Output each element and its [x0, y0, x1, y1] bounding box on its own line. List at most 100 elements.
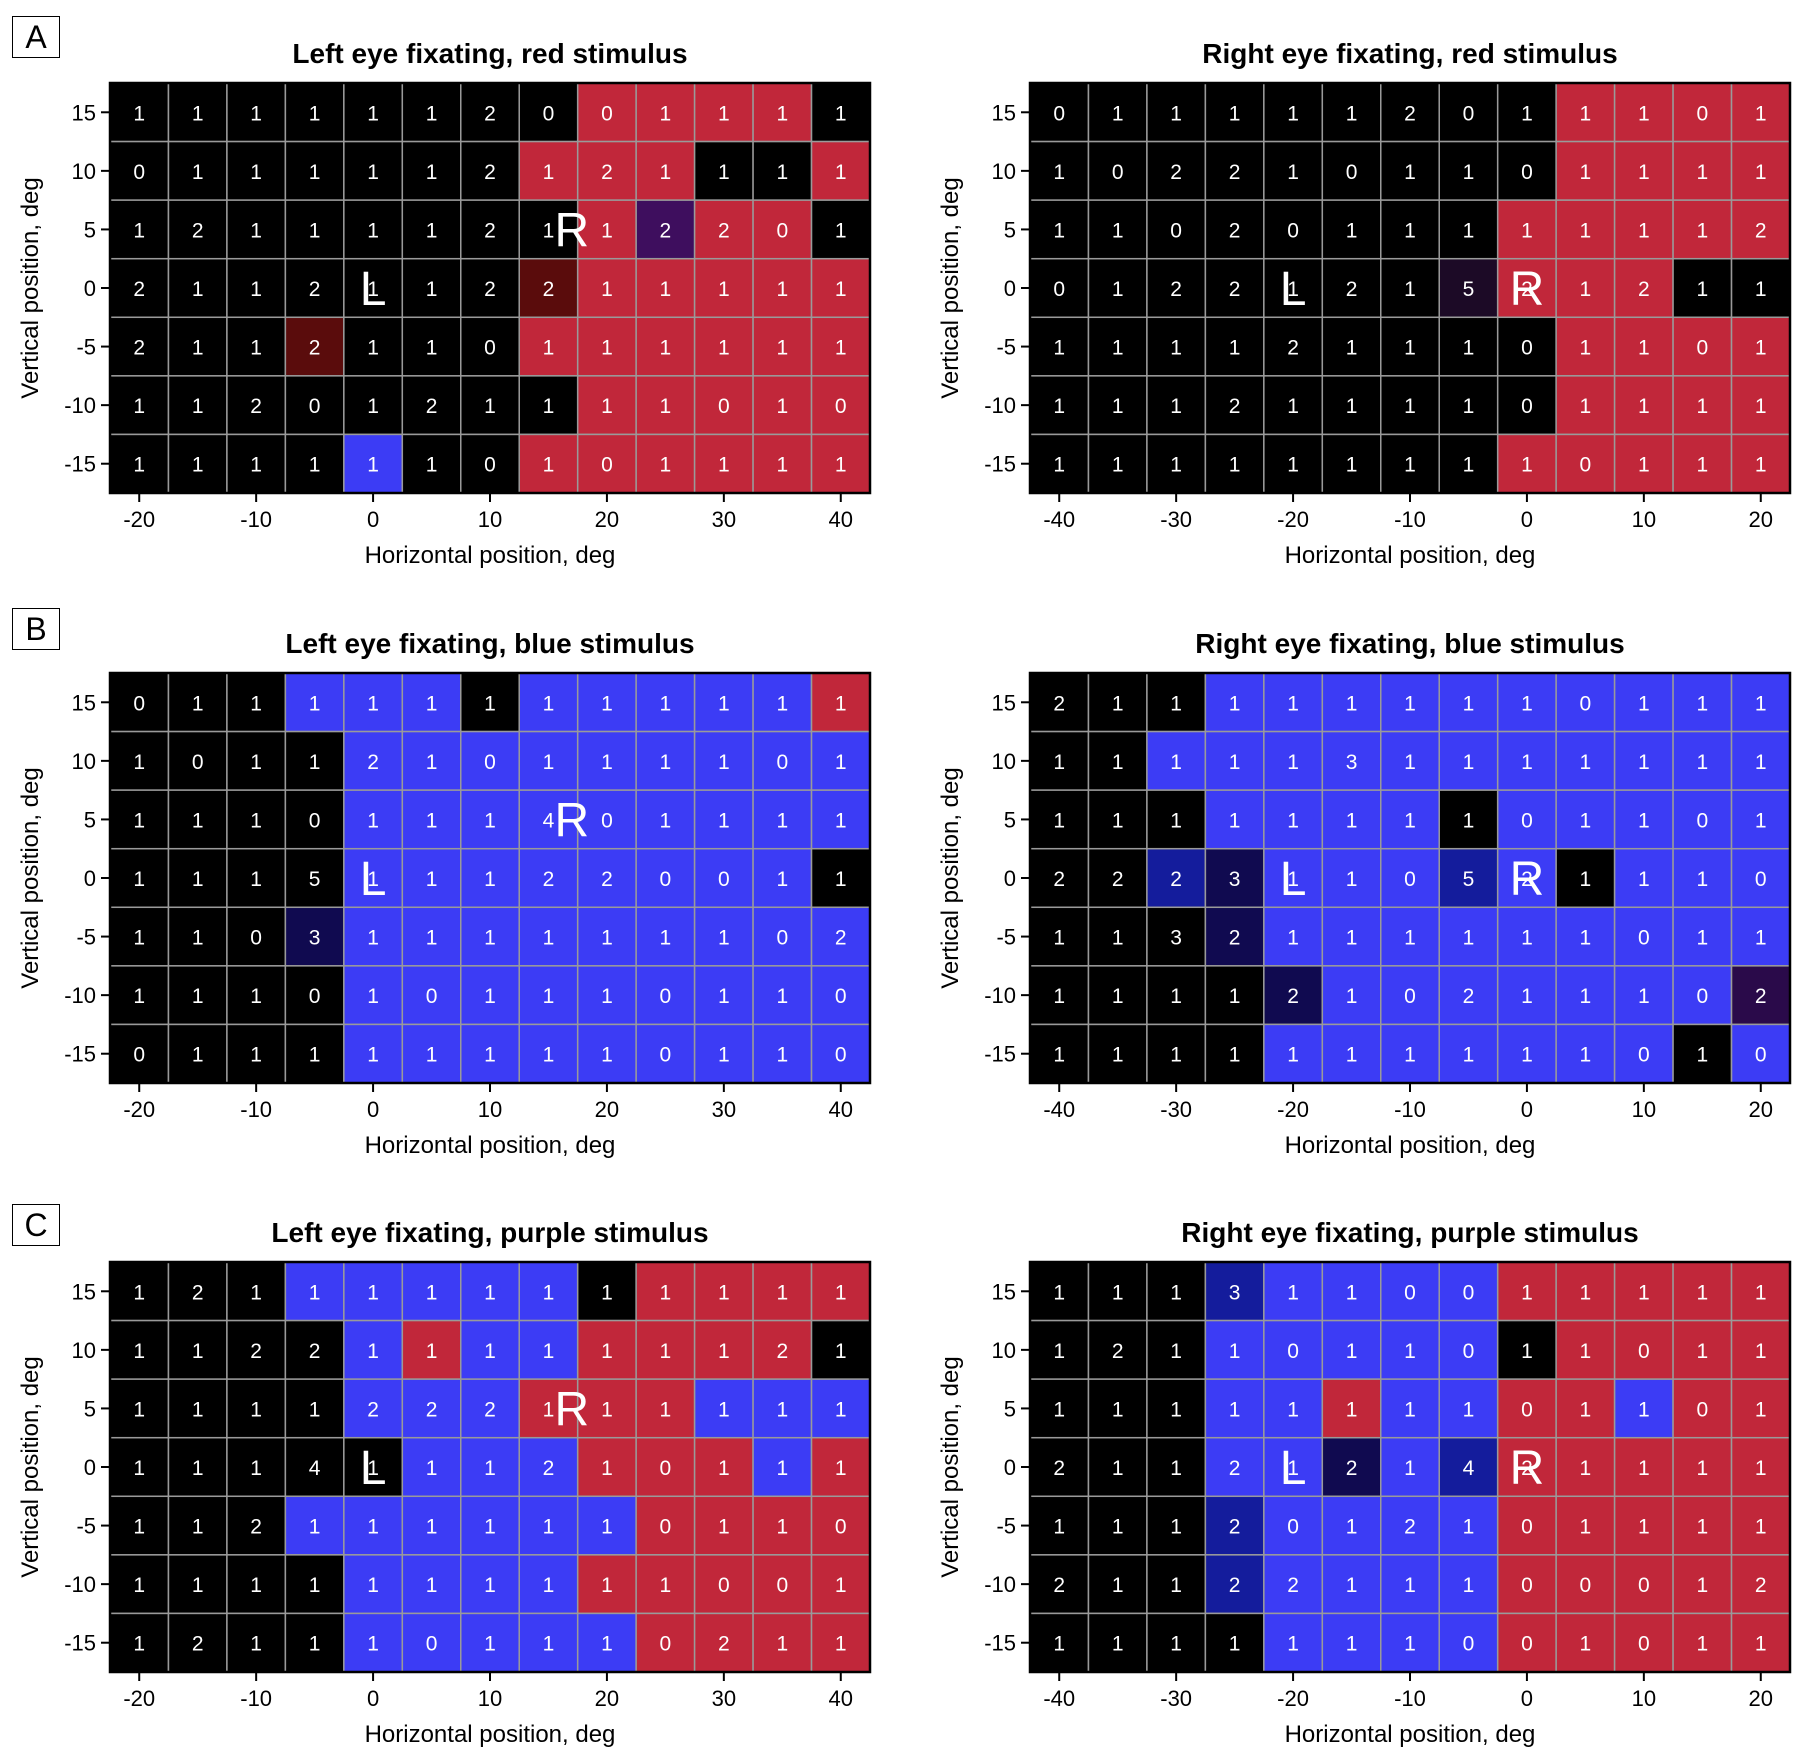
cell-value: 1: [1287, 1044, 1299, 1067]
cell-value: 1: [426, 1457, 438, 1480]
y-tick-label: 10: [992, 159, 1016, 184]
y-tick-label: -15: [64, 452, 96, 477]
y-tick-label: 5: [84, 1396, 96, 1421]
cell-value: 1: [1463, 927, 1475, 950]
cell-value: 1: [1053, 1340, 1065, 1363]
heatmap-cell: [810, 199, 871, 260]
heatmap-cell: [1204, 906, 1265, 967]
cell-value: 1: [1755, 809, 1767, 832]
heatmap-cell: [1613, 1554, 1674, 1615]
cell-value: 5: [1463, 868, 1475, 891]
cell-value: 1: [1170, 454, 1182, 477]
cell-value: 1: [1521, 1340, 1533, 1363]
cell-value: 1: [1755, 337, 1767, 360]
cell-value: 2: [1404, 102, 1416, 125]
heatmap-cell: [1555, 1378, 1616, 1439]
x-axis-label: Horizontal position, deg: [1285, 1721, 1536, 1748]
heatmap-cell: [810, 1378, 871, 1439]
cell-value: 1: [426, 1281, 438, 1304]
heatmap-cell: [1613, 965, 1674, 1026]
cell-value: 1: [835, 102, 847, 125]
cell-value: 1: [1580, 395, 1592, 418]
cell-value: 1: [835, 692, 847, 715]
cell-value: 1: [250, 809, 262, 832]
cell-value: 1: [1112, 1398, 1124, 1421]
heatmap-cell: [343, 1023, 404, 1084]
cell-value: 1: [192, 692, 204, 715]
cell-value: 1: [1696, 927, 1708, 950]
cell-value: 1: [1755, 454, 1767, 477]
cell-value: 1: [367, 868, 379, 891]
cell-value: 0: [1580, 692, 1592, 715]
heatmap-cell: [109, 1554, 170, 1615]
cell-value: 1: [192, 337, 204, 360]
heatmap-cell: [1380, 199, 1440, 260]
chart-title: Left eye fixating, red stimulus: [292, 38, 687, 69]
cell-value: 1: [1287, 1633, 1299, 1656]
cell-value: 1: [1229, 1633, 1241, 1656]
cell-value: 1: [1755, 102, 1767, 125]
x-tick-label: 40: [829, 507, 853, 532]
cell-value: 1: [250, 1398, 262, 1421]
heatmap-cell: [752, 1612, 813, 1673]
cell-value: 1: [1112, 278, 1124, 301]
heatmap-cell: [167, 1612, 228, 1673]
y-tick-label: -10: [64, 1572, 96, 1597]
cell-value: 2: [192, 1633, 204, 1656]
y-axis-label: Vertical position, deg: [937, 1356, 964, 1577]
cell-value: 0: [1521, 1398, 1533, 1421]
cell-value: 2: [484, 219, 496, 242]
heatmap-cell: [693, 433, 754, 494]
cell-value: 1: [1346, 927, 1358, 950]
cell-value: 1: [1696, 1633, 1708, 1656]
cell-value: 1: [1346, 1633, 1358, 1656]
cell-value: 1: [1404, 809, 1416, 832]
heatmap-cell: [226, 1261, 287, 1322]
heatmap-cell: [1146, 906, 1207, 967]
cell-value: 2: [484, 278, 496, 301]
cell-value: 1: [543, 161, 555, 184]
heatmap-cell: [1730, 1023, 1791, 1084]
x-tick-label: 10: [1632, 1686, 1656, 1711]
heatmap-cell: [810, 82, 871, 143]
heatmap-cell: [1263, 1319, 1324, 1380]
cell-value: 1: [1755, 1633, 1767, 1656]
heatmap-cell: [1146, 316, 1207, 377]
cell-value: 1: [1287, 809, 1299, 832]
fixation-marker: R: [555, 1383, 590, 1436]
cell-value: 3: [1170, 927, 1182, 950]
heatmap-cell: [752, 672, 813, 733]
heatmap-cell: [343, 140, 404, 201]
cell-value: 0: [1287, 1340, 1299, 1363]
cell-value: 1: [835, 1398, 847, 1421]
cell-value: 1: [1053, 1516, 1065, 1539]
x-tick-label: 30: [712, 1686, 736, 1711]
cell-value: 0: [1112, 161, 1124, 184]
x-tick-label: -10: [240, 1097, 272, 1122]
cell-value: 1: [601, 337, 613, 360]
heatmap-cell: [518, 1554, 579, 1615]
heatmap-cell: [1555, 433, 1616, 494]
heatmap-cell: [693, 1554, 754, 1615]
cell-value: 0: [309, 985, 321, 1008]
cell-value: 1: [1229, 751, 1241, 774]
cell-value: 0: [1521, 809, 1533, 832]
cell-value: 1: [1170, 102, 1182, 125]
heatmap-cell: [401, 1436, 462, 1498]
cell-value: 1: [484, 1340, 496, 1363]
cell-value: 1: [192, 809, 204, 832]
cell-value: 1: [1404, 1574, 1416, 1597]
heatmap-cell: [576, 1612, 637, 1673]
cell-value: 1: [367, 1044, 379, 1067]
cell-value: 0: [601, 809, 613, 832]
cell-value: 1: [1463, 219, 1475, 242]
heatmap-cell: [1438, 1023, 1499, 1084]
cell-value: 0: [660, 1633, 672, 1656]
cell-value: 2: [1229, 161, 1241, 184]
heatmap-cell: [810, 316, 871, 377]
heatmap-cell: [1555, 375, 1616, 436]
cell-value: 1: [1521, 454, 1533, 477]
cell-value: 0: [776, 751, 788, 774]
cell-value: 1: [367, 692, 379, 715]
heatmap-cell: [693, 1495, 754, 1556]
